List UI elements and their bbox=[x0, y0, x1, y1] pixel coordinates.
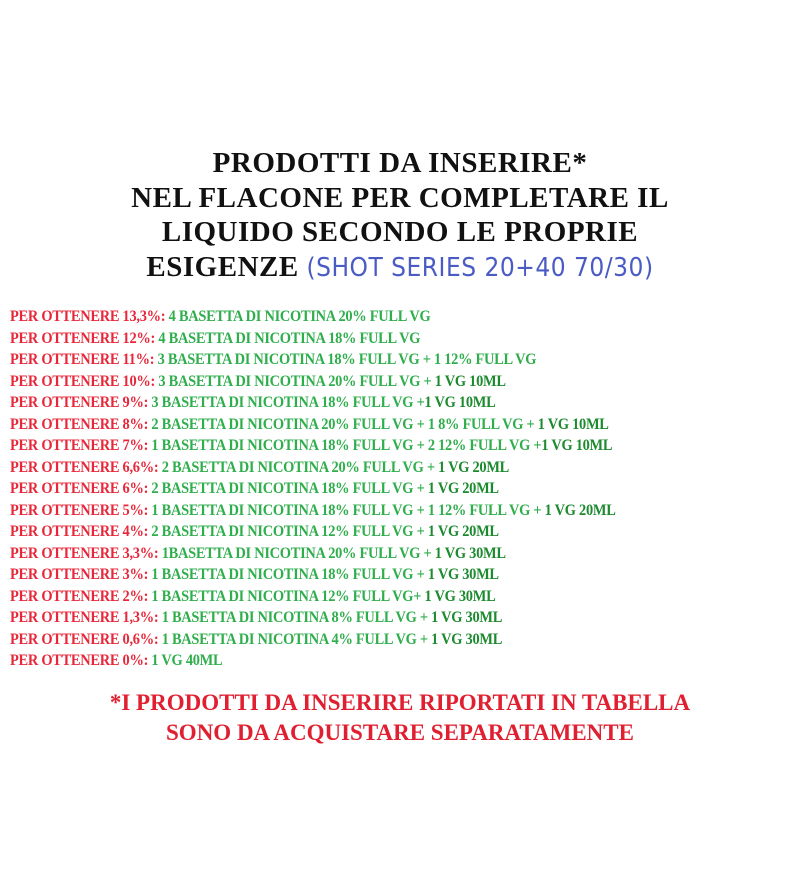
table-row: PER OTTENERE 9%: 3 BASETTA DI NICOTINA 1… bbox=[10, 392, 745, 414]
row-extra: 1 VG 10ML bbox=[534, 415, 609, 433]
row-text: 1 BASETTA DI NICOTINA 18% FULL VG + 2 12… bbox=[151, 437, 542, 454]
table-row: PER OTTENERE 12%: 4 BASETTA DI NICOTINA … bbox=[10, 328, 745, 350]
row-label: PER OTTENERE 13,3%: bbox=[10, 308, 166, 325]
table-row: PER OTTENERE 11%: 3 BASETTA DI NICOTINA … bbox=[10, 349, 745, 371]
row-text: 1 BASETTA DI NICOTINA 4% FULL VG + bbox=[161, 630, 428, 648]
row-extra: 1 VG 30ML bbox=[427, 609, 503, 626]
table-row: PER OTTENERE 4%: 2 BASETTA DI NICOTINA 1… bbox=[10, 521, 745, 543]
row-extra: 1 VG 30ML bbox=[424, 566, 499, 583]
title-line-3: LIQUIDO SECONDO LE PROPRIE bbox=[161, 216, 639, 248]
row-extra: 1 VG 10ML bbox=[424, 394, 496, 411]
row-text: 2 BASETTA DI NICOTINA 12% FULL VG + bbox=[151, 523, 425, 540]
footer-line-2: SONO DA ACQUISTARE SEPARATAMENTE bbox=[166, 720, 634, 745]
footer-line-1: *I PRODOTTI DA INSERIRE RIPORTATI IN TAB… bbox=[109, 690, 691, 715]
row-extra: 1 VG 20ML bbox=[434, 458, 510, 476]
table-row: PER OTTENERE 1,3%: 1 BASETTA DI NICOTINA… bbox=[10, 607, 745, 629]
title-line-1: PRODOTTI DA INSERIRE* bbox=[212, 147, 588, 179]
row-extra: 1 VG 20ML bbox=[541, 501, 616, 519]
row-extra: 1 VG 30ML bbox=[431, 544, 506, 562]
row-text: 3 BASETTA DI NICOTINA 20% FULL VG + bbox=[158, 372, 432, 390]
row-text: 2 BASETTA DI NICOTINA 20% FULL VG + bbox=[161, 458, 435, 476]
row-text: 2 BASETTA DI NICOTINA 18% FULL VG + bbox=[151, 480, 425, 497]
table-row: PER OTTENERE 0,6%: 1 BASETTA DI NICOTINA… bbox=[10, 629, 745, 651]
title-line-2: NEL FLACONE PER COMPLETARE IL bbox=[131, 181, 669, 214]
row-extra: 1 VG 10ML bbox=[541, 437, 613, 454]
table-row: PER OTTENERE 2%: 1 BASETTA DI NICOTINA 1… bbox=[10, 586, 745, 608]
table-row: PER OTTENERE 0%: 1 VG 40ML bbox=[10, 650, 745, 672]
row-label: PER OTTENERE 0%: bbox=[10, 652, 149, 669]
row-text: 4 BASETTA DI NICOTINA 18% FULL VG bbox=[158, 329, 421, 347]
row-label: PER OTTENERE 3,3%: bbox=[10, 544, 159, 562]
table-row: PER OTTENERE 3,3%: 1BASETTA DI NICOTINA … bbox=[10, 543, 745, 565]
row-text: 4 BASETTA DI NICOTINA 20% FULL VG bbox=[168, 308, 431, 325]
row-label: PER OTTENERE 0,6%: bbox=[10, 630, 159, 648]
row-text: 1 BASETTA DI NICOTINA 18% FULL VG + 1 12… bbox=[151, 501, 542, 519]
table-row: PER OTTENERE 5%: 1 BASETTA DI NICOTINA 1… bbox=[10, 500, 745, 522]
row-text: 3 BASETTA DI NICOTINA 18% FULL VG + bbox=[151, 394, 425, 411]
table-row: PER OTTENERE 6%: 2 BASETTA DI NICOTINA 1… bbox=[10, 478, 745, 500]
table-row: PER OTTENERE 6,6%: 2 BASETTA DI NICOTINA… bbox=[10, 457, 745, 479]
title-line-4: ESIGENZE (SHOT SERIES 20+40 70/30) bbox=[0, 250, 800, 286]
nicotine-table: PER OTTENERE 13,3%: 4 BASETTA DI NICOTIN… bbox=[10, 306, 800, 672]
row-text: 1 VG 40ML bbox=[151, 652, 223, 669]
title-accent: (SHOT SERIES 20+40 70/30) bbox=[306, 252, 654, 283]
row-label: PER OTTENERE 11%: bbox=[10, 351, 155, 368]
row-label: PER OTTENERE 8%: bbox=[10, 415, 149, 433]
row-label: PER OTTENERE 4%: bbox=[10, 523, 149, 540]
page-title: PRODOTTI DA INSERIRE* NEL FLACONE PER CO… bbox=[0, 146, 800, 285]
table-row: PER OTTENERE 13,3%: 4 BASETTA DI NICOTIN… bbox=[10, 306, 745, 328]
row-label: PER OTTENERE 10%: bbox=[10, 372, 156, 390]
title-line-4-text: ESIGENZE bbox=[146, 250, 299, 283]
row-extra: 1 VG 30ML bbox=[421, 587, 496, 605]
row-text: 1BASETTA DI NICOTINA 20% FULL VG + bbox=[161, 544, 432, 562]
row-text: 2 BASETTA DI NICOTINA 20% FULL VG + 1 8%… bbox=[151, 415, 535, 433]
row-extra: 1 VG 20ML bbox=[424, 523, 499, 540]
table-row: PER OTTENERE 3%: 1 BASETTA DI NICOTINA 1… bbox=[10, 564, 745, 586]
row-label: PER OTTENERE 6,6%: bbox=[10, 458, 159, 476]
row-label: PER OTTENERE 12%: bbox=[10, 329, 156, 347]
row-label: PER OTTENERE 5%: bbox=[10, 501, 149, 519]
row-extra: 1 VG 30ML bbox=[427, 630, 503, 648]
row-label: PER OTTENERE 7%: bbox=[10, 437, 149, 454]
row-text: 1 BASETTA DI NICOTINA 18% FULL VG + bbox=[151, 566, 425, 583]
row-text: 3 BASETTA DI NICOTINA 18% FULL VG + 1 12… bbox=[157, 351, 537, 368]
row-label: PER OTTENERE 1,3%: bbox=[10, 609, 159, 626]
row-text: 1 BASETTA DI NICOTINA 12% FULL VG+ bbox=[151, 587, 422, 605]
row-label: PER OTTENERE 6%: bbox=[10, 480, 149, 497]
row-label: PER OTTENERE 2%: bbox=[10, 587, 149, 605]
row-extra: 1 VG 10ML bbox=[431, 372, 506, 390]
table-row: PER OTTENERE 7%: 1 BASETTA DI NICOTINA 1… bbox=[10, 435, 745, 457]
row-text: 1 BASETTA DI NICOTINA 8% FULL VG + bbox=[161, 609, 428, 626]
row-label: PER OTTENERE 3%: bbox=[10, 566, 149, 583]
table-row: PER OTTENERE 10%: 3 BASETTA DI NICOTINA … bbox=[10, 371, 745, 393]
row-extra: 1 VG 20ML bbox=[424, 480, 499, 497]
row-label: PER OTTENERE 9%: bbox=[10, 394, 149, 411]
table-row: PER OTTENERE 8%: 2 BASETTA DI NICOTINA 2… bbox=[10, 414, 745, 436]
footer-note: *I PRODOTTI DA INSERIRE RIPORTATI IN TAB… bbox=[0, 688, 800, 748]
